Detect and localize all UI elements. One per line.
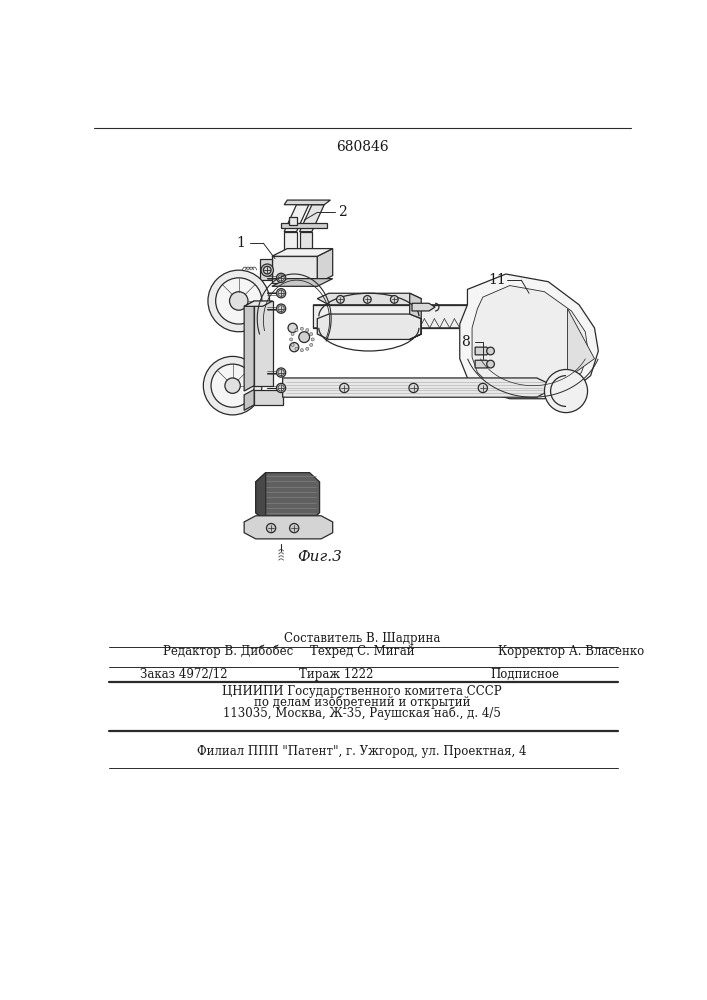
Circle shape: [390, 296, 398, 303]
Text: Подписное: Подписное: [491, 668, 559, 681]
Polygon shape: [284, 200, 330, 205]
Text: Составитель В. Шадрина: Составитель В. Шадрина: [284, 632, 440, 645]
Text: 680846: 680846: [336, 140, 388, 154]
Polygon shape: [475, 360, 491, 368]
Circle shape: [276, 304, 286, 313]
Polygon shape: [256, 473, 320, 522]
Polygon shape: [412, 303, 435, 311]
Circle shape: [216, 278, 262, 324]
Text: Редактор В. Дибобес: Редактор В. Дибобес: [163, 645, 293, 658]
Polygon shape: [317, 249, 333, 283]
Polygon shape: [244, 389, 254, 410]
Text: Заказ 4972/12: Заказ 4972/12: [140, 668, 228, 681]
Polygon shape: [272, 279, 333, 286]
Polygon shape: [475, 347, 491, 355]
Circle shape: [290, 343, 299, 352]
Polygon shape: [272, 249, 333, 256]
Circle shape: [208, 270, 269, 332]
Circle shape: [230, 292, 248, 310]
Text: Корректор А. Власенко: Корректор А. Власенко: [498, 645, 645, 658]
Polygon shape: [313, 305, 502, 328]
Circle shape: [305, 329, 309, 332]
Polygon shape: [491, 305, 506, 328]
Circle shape: [299, 332, 310, 343]
Polygon shape: [300, 232, 312, 259]
Circle shape: [486, 360, 494, 368]
Polygon shape: [460, 274, 598, 399]
Circle shape: [305, 347, 309, 350]
Text: Филиал ППП "Патент", г. Ужгород, ул. Проектная, 4: Филиал ППП "Патент", г. Ужгород, ул. Про…: [197, 745, 527, 758]
Polygon shape: [568, 309, 595, 378]
Circle shape: [478, 383, 487, 393]
Circle shape: [291, 343, 294, 346]
Circle shape: [204, 356, 262, 415]
Circle shape: [276, 289, 286, 298]
Circle shape: [544, 369, 588, 413]
Polygon shape: [272, 256, 317, 283]
Polygon shape: [300, 205, 325, 232]
Text: 2: 2: [339, 205, 347, 219]
Text: 11: 11: [488, 273, 506, 287]
Polygon shape: [281, 223, 327, 228]
Polygon shape: [409, 293, 421, 339]
Circle shape: [486, 347, 494, 355]
Circle shape: [261, 264, 274, 276]
Circle shape: [300, 327, 303, 330]
Polygon shape: [244, 516, 333, 539]
Circle shape: [290, 523, 299, 533]
Circle shape: [339, 383, 349, 393]
Circle shape: [300, 349, 303, 352]
Circle shape: [267, 523, 276, 533]
Polygon shape: [284, 205, 309, 232]
Circle shape: [295, 347, 298, 350]
Polygon shape: [254, 301, 273, 386]
Polygon shape: [288, 217, 296, 225]
Text: Техред С. Мигай: Техред С. Мигай: [310, 645, 414, 658]
Circle shape: [311, 338, 314, 341]
Polygon shape: [284, 232, 296, 259]
Circle shape: [276, 273, 286, 282]
Circle shape: [291, 333, 294, 336]
Polygon shape: [256, 473, 266, 522]
Circle shape: [276, 383, 286, 393]
Text: Тираж 1222: Тираж 1222: [299, 668, 374, 681]
Polygon shape: [317, 293, 421, 305]
Text: Фиг.3: Фиг.3: [297, 550, 342, 564]
Polygon shape: [283, 378, 549, 397]
Circle shape: [337, 296, 344, 303]
Circle shape: [290, 338, 293, 341]
Text: по делам изобретений и открытий: по делам изобретений и открытий: [254, 695, 470, 709]
Circle shape: [295, 329, 298, 332]
Circle shape: [363, 296, 371, 303]
Text: 113035, Москва, Ж-35, Раушская наб., д. 4/5: 113035, Москва, Ж-35, Раушская наб., д. …: [223, 706, 501, 720]
Circle shape: [288, 323, 297, 333]
Polygon shape: [244, 301, 254, 391]
Circle shape: [225, 378, 240, 393]
Polygon shape: [472, 286, 588, 391]
Polygon shape: [244, 301, 273, 306]
Text: 8: 8: [462, 335, 470, 349]
Text: 1: 1: [236, 236, 245, 250]
Circle shape: [276, 368, 286, 377]
Circle shape: [310, 333, 312, 336]
Polygon shape: [317, 314, 421, 339]
Circle shape: [409, 383, 418, 393]
Text: ЦНИИПИ Государственного комитета СССР: ЦНИИПИ Государственного комитета СССР: [222, 685, 502, 698]
Polygon shape: [259, 259, 272, 280]
Circle shape: [310, 343, 312, 346]
Polygon shape: [254, 389, 283, 405]
Circle shape: [211, 364, 254, 407]
